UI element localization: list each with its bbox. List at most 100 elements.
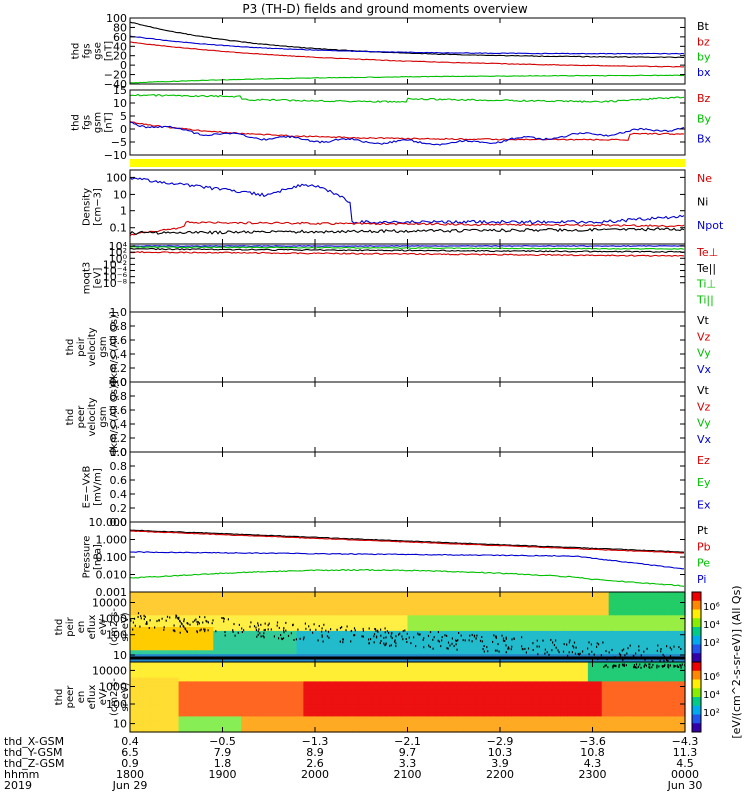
y-tick-label: 100: [106, 171, 127, 184]
x-axis-labels: thd_X-GSM 0.4 −0.5 −1.3 −2.1 −2.9 −3.6 −4.3 thd_…: [4, 735, 702, 792]
legend-bx: bx: [697, 66, 711, 79]
y-tick-label: 0.100: [96, 551, 128, 564]
legend-Pi: Pi: [697, 573, 706, 586]
colorbar-swatch: [692, 644, 701, 654]
colorbar-swatch: [692, 592, 701, 602]
x-row-name: thd_Y-GSM: [4, 746, 63, 759]
legend-Ey: Ey: [697, 476, 711, 489]
legend-Ti⊥: Ti⊥: [696, 278, 716, 291]
y-axis-label: peir: [76, 336, 87, 356]
peir-spectrogram: [130, 592, 686, 663]
y-axis-label: [km/s (All Qs)]: [109, 381, 120, 453]
x-tick-label: −3.6: [579, 735, 606, 748]
y-tick-label: 10⁻²: [103, 258, 127, 271]
x-tick-label: 4.5: [676, 757, 694, 770]
y-tick-label: 1: [120, 205, 127, 218]
y-axis-label: E=−VxB: [82, 466, 93, 509]
y-axis-label: eV/: [98, 688, 109, 705]
y-axis-label: thd: [54, 619, 65, 636]
x-tick-label: 1.8: [214, 757, 232, 770]
x-tick-label: −1.3: [302, 735, 329, 748]
x-tick-label: 1800: [116, 768, 144, 781]
panel-density: 100 10 1 0.1 Density [cm−3] Ne Ni Npot: [82, 169, 724, 245]
x-tick-label: Jun 30: [667, 779, 703, 792]
y-tick-label: 1000: [99, 613, 127, 626]
y-axis-label: fgs: [82, 43, 93, 58]
y-tick-label: 0.0: [110, 376, 128, 389]
colorbar-tick: 10⁴: [703, 620, 720, 631]
colorbar-tick: 10⁶: [703, 602, 720, 613]
legend-Ez: Ez: [697, 454, 710, 467]
colorbar-swatch: [692, 705, 701, 715]
y-tick-label: 10⁻⁸: [103, 277, 128, 290]
legend-Pb: Pb: [697, 540, 711, 553]
legend-by: by: [697, 51, 711, 64]
y-axis-label: moqt3: [82, 262, 93, 295]
y-tick-label: 0.6: [110, 404, 128, 417]
y-axis-label: fgs: [82, 115, 93, 130]
y-tick-label: 10⁰: [109, 252, 128, 265]
legend-Ex: Ex: [697, 498, 711, 511]
y-tick-label: 0.4: [110, 418, 128, 431]
x-tick-label: 2000: [301, 768, 329, 781]
y-axis-label: eV/: [98, 618, 109, 635]
legend-bz: bz: [697, 35, 710, 48]
x-tick-label: 3.3: [399, 757, 417, 770]
y-tick-label: 1.0: [110, 446, 128, 459]
y-axis-label: [mV/m]: [93, 468, 104, 506]
y-axis-label: sr-eV): [120, 612, 131, 641]
legend-Pe: Pe: [697, 557, 710, 570]
y-tick-label: 10: [113, 97, 127, 110]
y-tick-label: 0.6: [110, 334, 128, 347]
x-tick-label: 9.7: [399, 746, 417, 759]
y-tick-label: 40: [113, 40, 127, 53]
y-tick-label: 0.2: [110, 362, 128, 375]
data-line-red: [129, 220, 685, 237]
legend-Vx: Vx: [697, 363, 712, 376]
y-axis-label: Pressure: [82, 536, 93, 579]
y-tick-label: 15: [113, 84, 127, 97]
y-tick-label: 0: [120, 123, 127, 136]
y-axis-label: (cm2-s-: [109, 678, 120, 716]
colorbar-swatch: [692, 662, 701, 672]
y-tick-label: 10000: [92, 597, 127, 610]
legend-Vy: Vy: [697, 347, 711, 360]
y-tick-label: 0.0: [110, 516, 128, 529]
peer-spectrogram: [130, 662, 686, 733]
panel-peir-spec: 10000 1000 100 10 thd peir en eflux eV/(cm2-s-sr…: [54, 591, 686, 663]
colorbar-swatch: [692, 635, 701, 645]
y-tick-label: 100: [106, 12, 127, 25]
colorbar-swatch: [692, 600, 701, 610]
data-line-blue: [129, 551, 684, 570]
colorbar-tick: 10²: [703, 708, 720, 719]
y-tick-label: 10: [113, 649, 127, 662]
y-tick-label: 0.8: [110, 460, 128, 473]
quality-flag-bar: [130, 159, 685, 167]
y-axis-label: [nPa]: [93, 544, 104, 570]
data-line-black: [129, 529, 685, 553]
y-axis-label: (cm2-s-: [109, 608, 120, 646]
data-line-red: [129, 530, 685, 554]
data-line-red: [129, 250, 685, 257]
legend-Pt: Pt: [697, 524, 709, 537]
x-row-name: 2019: [4, 779, 32, 792]
data-line-black: [129, 227, 685, 236]
x-tick-label: 2.6: [306, 757, 324, 770]
legend-Ti||: Ti||: [696, 293, 714, 306]
y-tick-label: 10.000: [89, 516, 128, 529]
y-tick-label: 1000: [99, 681, 127, 694]
y-tick-label: 10000: [92, 664, 127, 677]
colorbar-swatch: [692, 679, 701, 689]
y-axis-label: peer: [65, 685, 76, 709]
y-tick-label: 0: [120, 59, 127, 72]
y-tick-label: 0.8: [110, 390, 128, 403]
y-tick-label: 0.8: [110, 320, 128, 333]
x-tick-label: 10.8: [580, 746, 605, 759]
y-axis-label: sr-eV): [120, 682, 131, 711]
y-axis-label: thd: [65, 339, 76, 356]
y-tick-label: 10: [113, 718, 127, 731]
